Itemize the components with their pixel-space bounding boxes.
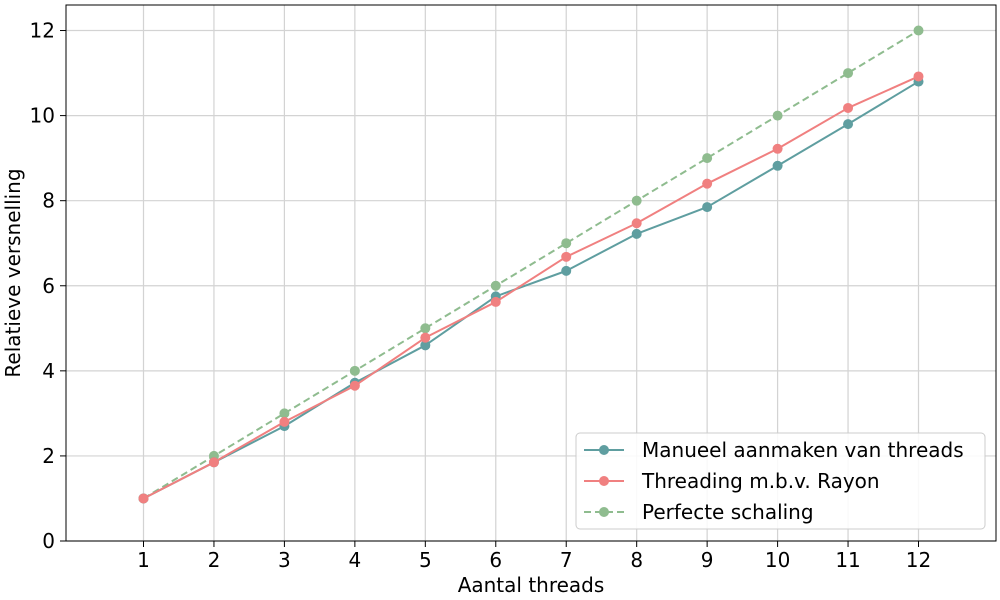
x-tick-label: 5 [419, 548, 432, 572]
data-point [843, 102, 854, 113]
legend-box [575, 432, 986, 530]
data-point [561, 251, 572, 262]
series-line [143, 75, 919, 500]
data-point [631, 195, 642, 206]
data-point [843, 68, 854, 79]
data-point [772, 110, 783, 121]
plot-frame [65, 4, 997, 542]
data-point [138, 493, 149, 504]
x-tick-label: 8 [630, 548, 643, 572]
data-point [279, 408, 290, 419]
legend-marker [599, 476, 609, 486]
x-tick-label: 3 [278, 548, 291, 572]
legend-label: Manueel aanmaken van threads [642, 438, 964, 462]
y-tick-label: 10 [30, 104, 55, 128]
y-axis-label: Relatieve versnelling [1, 168, 25, 377]
data-point [843, 119, 854, 130]
legend: Manueel aanmaken van threads Threading m.… [575, 432, 986, 530]
data-point [349, 380, 360, 391]
data-point [561, 265, 572, 276]
data-point [702, 178, 713, 189]
y-tick-label: 0 [42, 529, 55, 553]
data-point [913, 25, 924, 36]
y-tick-label: 12 [30, 19, 55, 43]
data-point [772, 160, 783, 171]
data-point [913, 71, 924, 82]
legend-marker [599, 445, 609, 455]
data-point [208, 457, 219, 468]
data-point [631, 228, 642, 239]
series-line [142, 29, 920, 500]
series-line [143, 80, 920, 500]
x-tick-label: 4 [348, 548, 361, 572]
x-tick-label: 10 [765, 548, 790, 572]
legend-marker [599, 507, 609, 517]
data-point [349, 365, 360, 376]
x-tick-label: 12 [906, 548, 931, 572]
data-point [420, 340, 431, 351]
series-layer [138, 25, 924, 504]
legend-item: Manueel aanmaken van threads [584, 438, 964, 462]
x-tick-label: 6 [489, 548, 502, 572]
x-tick-label: 1 [137, 548, 150, 572]
series-3 [138, 25, 924, 504]
y-tick-label: 6 [42, 274, 55, 298]
legend-item: Perfecte schaling [584, 500, 814, 524]
data-point [561, 238, 572, 249]
x-tick-label: 2 [208, 548, 221, 572]
legend-item: Threading m.b.v. Rayon [584, 469, 880, 493]
legend-label: Perfecte schaling [642, 500, 814, 524]
x-axis-label: Aantal threads [458, 573, 605, 597]
data-point [702, 202, 713, 213]
x-tick-label: 9 [701, 548, 714, 572]
data-point [420, 323, 431, 334]
data-point [279, 416, 290, 427]
legend-label: Threading m.b.v. Rayon [641, 469, 880, 493]
data-point [702, 153, 713, 164]
y-tick-label: 8 [42, 189, 55, 213]
x-tick-label: 11 [835, 548, 860, 572]
x-tick-label: 7 [560, 548, 573, 572]
y-tick-label: 4 [42, 359, 55, 383]
data-point [631, 218, 642, 229]
data-point [490, 296, 501, 307]
data-point [772, 143, 783, 154]
data-point [420, 332, 431, 343]
y-tick-label: 2 [42, 444, 55, 468]
data-point [490, 280, 501, 291]
series-2 [138, 71, 924, 504]
